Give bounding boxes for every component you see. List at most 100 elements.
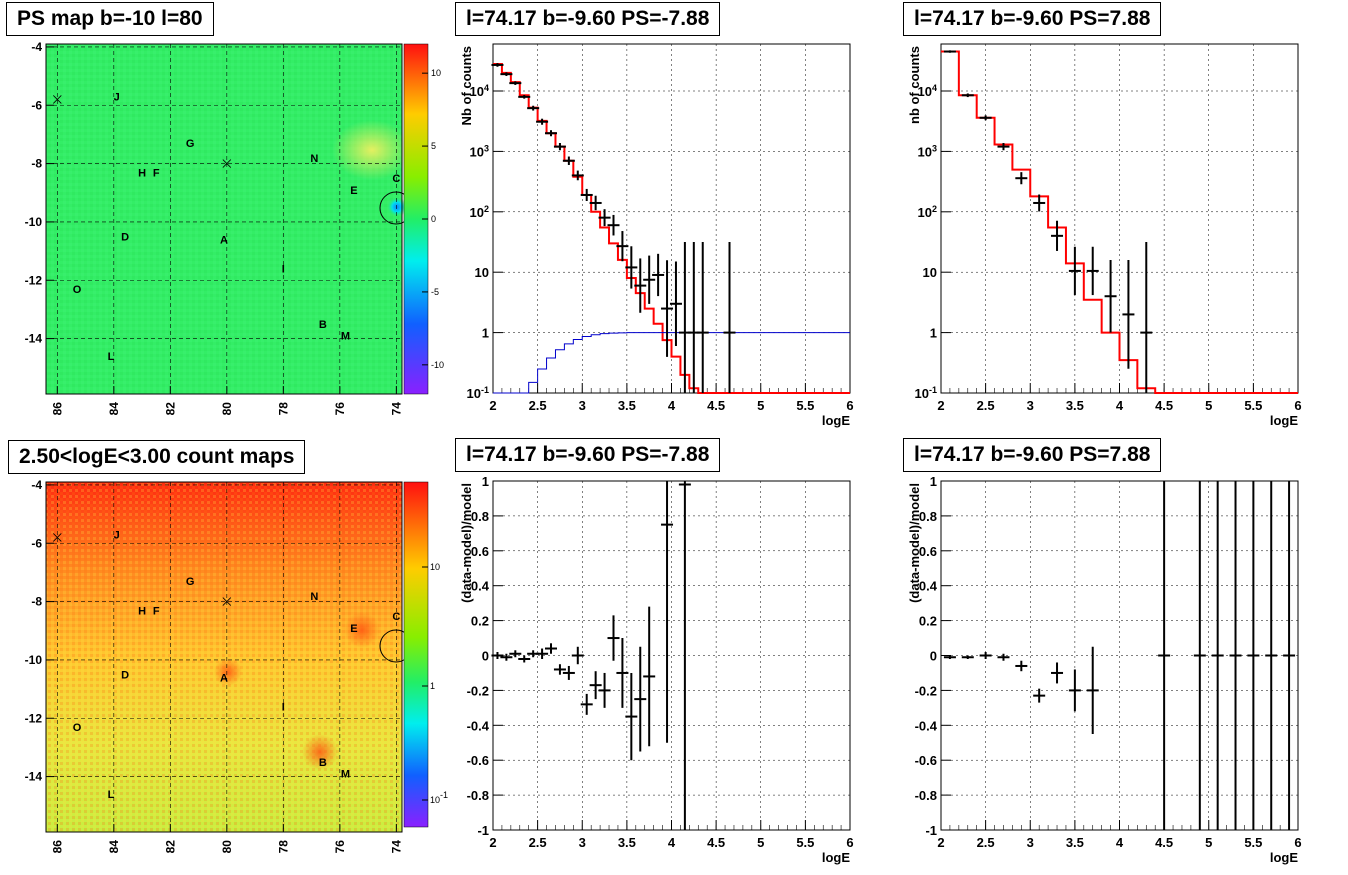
- x-tick-label: 3.5: [1066, 398, 1084, 413]
- y-tick-label: 0: [482, 649, 489, 664]
- y-tick-label: 10-1: [467, 385, 489, 401]
- y-tick-label: -0.4: [915, 718, 938, 733]
- map-cross-marker: [222, 159, 232, 168]
- y-tick-label: 1: [930, 474, 937, 489]
- y-tick-label: 0.2: [471, 614, 489, 629]
- y-axis-label: Nb of counts: [459, 46, 474, 125]
- map-ytick-label: -8: [31, 595, 42, 609]
- ps-cbar-tick-label: -5: [431, 287, 439, 297]
- data-point: [527, 105, 540, 111]
- count-map-frame: [45, 481, 403, 833]
- y-tick-label: 102: [918, 204, 937, 220]
- data-point: [1015, 660, 1028, 672]
- map-xtick-label: 76: [333, 402, 347, 416]
- data-point: [943, 655, 956, 659]
- y-tick-label: 10-1: [915, 385, 937, 401]
- data-point: [723, 242, 736, 393]
- data-point: [1229, 481, 1242, 830]
- data-point: [1247, 481, 1260, 830]
- data-point: [589, 195, 602, 211]
- data-point: [545, 130, 558, 137]
- y-tick-label: 103: [918, 143, 937, 159]
- data-point: [518, 655, 531, 663]
- source-label-f: F: [153, 605, 160, 617]
- y-tick-label: 0: [930, 649, 937, 664]
- x-tick-label: 4: [668, 398, 676, 413]
- map-xtick-label: 84: [107, 840, 121, 854]
- data-point: [500, 72, 513, 76]
- y-tick-label: -0.4: [467, 718, 490, 733]
- map-cross-marker: [53, 95, 62, 104]
- data-point: [580, 188, 593, 202]
- count-cbar-tick-label: 1: [430, 681, 435, 691]
- y-tick-label: 0.6: [919, 544, 937, 559]
- map-ytick-label: -10: [25, 215, 43, 229]
- x-tick-label: 4: [668, 835, 676, 850]
- y-tick-label: -0.8: [915, 788, 937, 803]
- y-axis-label: (data-model)/model: [907, 483, 922, 603]
- x-tick-label: 2: [489, 835, 496, 850]
- plot-frame: [492, 43, 851, 394]
- plot-frame: [940, 43, 1299, 394]
- map-xtick-label: 74: [389, 402, 403, 416]
- x-tick-label: 3: [579, 835, 586, 850]
- source-label-m: M: [341, 331, 350, 343]
- data-point: [1086, 246, 1099, 296]
- count-map-title: 2.50<logE<3.00 count maps: [8, 440, 306, 474]
- data-point: [562, 665, 575, 680]
- source-label-n: N: [310, 591, 318, 603]
- source-label-e: E: [350, 623, 357, 635]
- x-tick-label: 4.5: [1155, 835, 1173, 850]
- data-point: [491, 652, 504, 659]
- y-tick-label: 1: [930, 326, 937, 341]
- y-tick-label: -0.6: [467, 753, 489, 768]
- x-tick-label: 5: [1205, 398, 1212, 413]
- x-tick-label: 4.5: [707, 398, 725, 413]
- data-point: [598, 209, 611, 227]
- data-point: [661, 481, 674, 743]
- data-point: [669, 261, 682, 347]
- data-point: [1122, 260, 1135, 369]
- source-label-c: C: [392, 611, 400, 623]
- x-tick-label: 4.5: [1155, 398, 1173, 413]
- x-tick-label: 2.5: [977, 835, 995, 850]
- y-tick-label: 1: [482, 326, 489, 341]
- x-tick-label: 5.5: [1244, 398, 1262, 413]
- data-point: [509, 81, 522, 85]
- source-label-j: J: [114, 530, 120, 542]
- x-tick-label: 2: [937, 835, 944, 850]
- ps-map-heatmap: [46, 44, 402, 394]
- x-tick-label: 2.5: [977, 398, 995, 413]
- source-label-h: H: [138, 167, 146, 179]
- source-label-i: I: [282, 702, 285, 714]
- source-label-g: G: [186, 138, 195, 150]
- spectrum-neg-title: l=74.17 b=-9.60 PS=-7.88: [455, 2, 721, 36]
- x-tick-label: 2.5: [529, 398, 547, 413]
- y-tick-label: 10: [475, 265, 489, 280]
- data-point: [616, 231, 629, 262]
- count-map-hotspot-b: [302, 734, 338, 770]
- x-tick-label: 5.5: [796, 398, 814, 413]
- map-ytick-label: -8: [31, 157, 42, 171]
- ps-map-panel: 86 84 82 80 78 76 74 -4 -6 -8 -10 -12 -14 J G N H F E C D A O…: [25, 40, 444, 415]
- ps-cbar-tick-label: -10: [431, 360, 444, 370]
- data-point: [536, 118, 549, 125]
- y-tick-label: 103: [470, 143, 489, 159]
- data-point: [997, 653, 1010, 661]
- source-label-h: H: [138, 605, 146, 617]
- data-point: [1283, 481, 1296, 830]
- count-map-axes: 86 84 82 80 78 76 74 -4 -6 -8 -10 -12 -14: [25, 478, 404, 853]
- map-cross-marker: [222, 597, 232, 606]
- source-label-l: L: [108, 789, 115, 801]
- y-tick-label: -1: [477, 823, 489, 838]
- y-tick-label: -0.2: [467, 683, 489, 698]
- data-point: [625, 246, 638, 289]
- spectrum-plot-neg: 2 2.5 3 3.5 4 4.5 5 5.5 6 10-1 1 10 102 103 104 logE Nb …: [459, 43, 854, 428]
- data-point: [634, 646, 647, 752]
- data-point: [553, 664, 566, 675]
- count-map-panel: 86 84 82 80 78 76 74 -4 -6 -8 -10 -12 -14 J G N H F E C D A O…: [25, 478, 448, 853]
- source-label-b: B: [319, 319, 327, 331]
- data-point: [1211, 481, 1224, 830]
- count-map-gridlines: [46, 482, 402, 832]
